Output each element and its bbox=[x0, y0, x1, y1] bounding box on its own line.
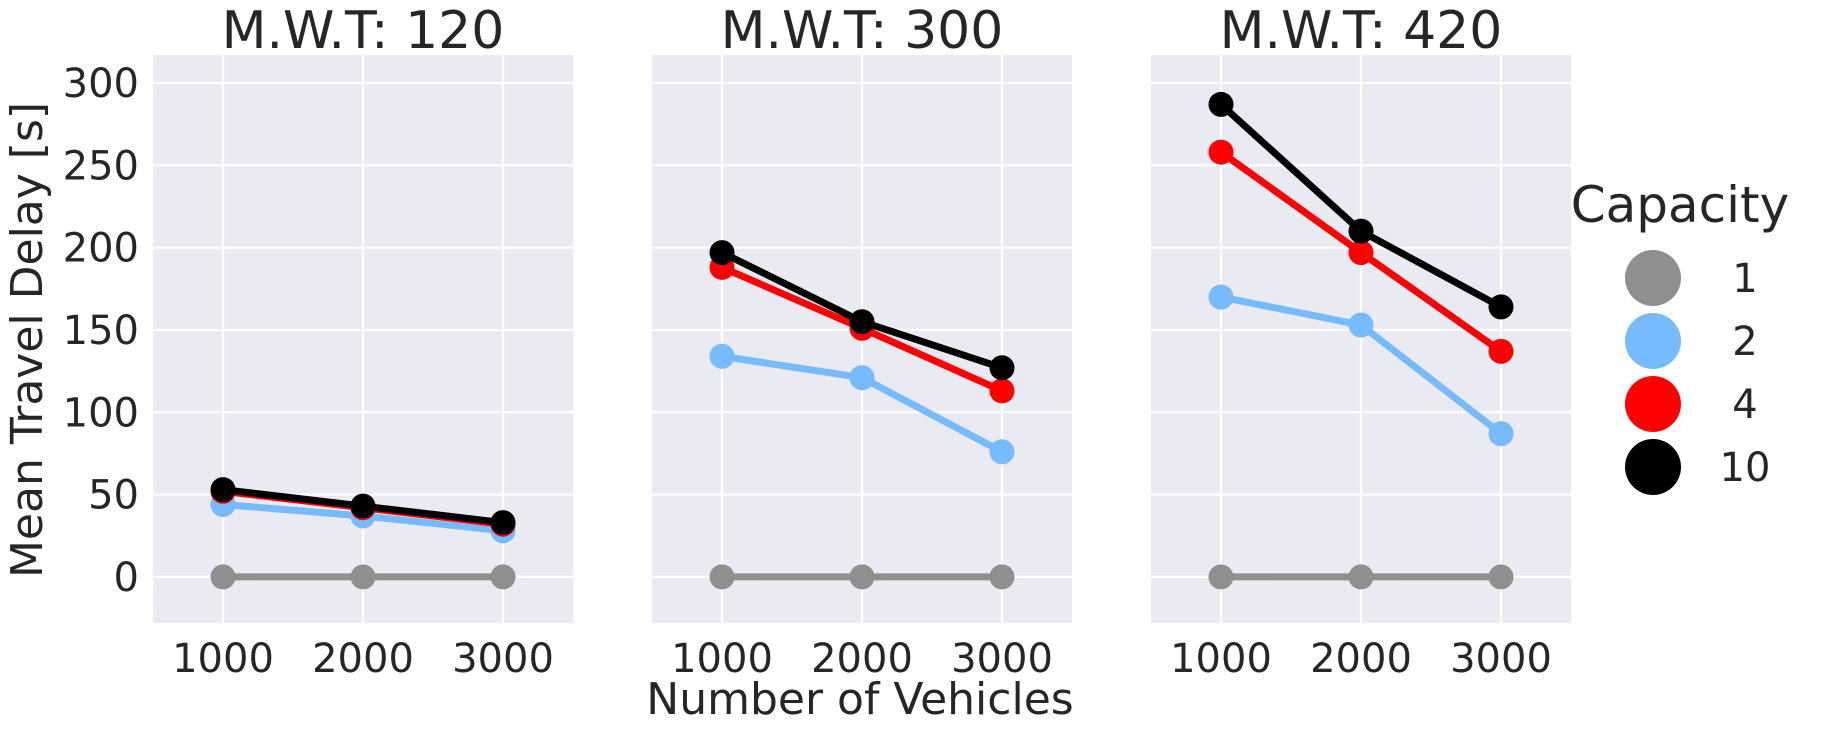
y-axis-label: Mean Travel Delay [s] bbox=[2, 102, 53, 578]
panel-title: M.W.T: 120 bbox=[222, 1, 505, 61]
x-tick-label: 1000 bbox=[1170, 636, 1272, 682]
data-point-capacity-2 bbox=[1348, 312, 1374, 338]
data-point-capacity-10 bbox=[350, 493, 376, 519]
x-tick-label: 2000 bbox=[1310, 636, 1412, 682]
legend-marker bbox=[1625, 250, 1681, 306]
data-point-capacity-1 bbox=[350, 564, 376, 590]
data-point-capacity-10 bbox=[210, 477, 236, 503]
panels: M.W.T: 120 1000 2000 3000 0 50 100 150 200 250 300… bbox=[63, 1, 1571, 682]
x-tick-label: 3000 bbox=[1450, 636, 1552, 682]
x-tick-label: 3000 bbox=[452, 636, 554, 682]
x-axis-label: Number of Vehicles bbox=[646, 674, 1073, 725]
data-point-capacity-10 bbox=[709, 240, 735, 266]
data-point-capacity-2 bbox=[989, 439, 1015, 465]
panel-1: M.W.T: 120 1000 2000 3000 0 50 100 150 200 250 300 bbox=[63, 1, 573, 682]
y-tick-label: 300 bbox=[63, 61, 139, 107]
y-tick-label: 200 bbox=[63, 226, 139, 272]
legend-title: Capacity bbox=[1571, 176, 1790, 234]
panel-title: M.W.T: 300 bbox=[721, 1, 1004, 61]
data-point-capacity-10 bbox=[490, 510, 516, 536]
y-tick-label: 0 bbox=[114, 555, 139, 601]
data-point-capacity-4 bbox=[989, 378, 1015, 404]
panel-title: M.W.T: 420 bbox=[1220, 1, 1503, 61]
data-point-capacity-1 bbox=[1348, 564, 1374, 590]
panel-3: M.W.T: 420 1000 2000 3000 bbox=[1151, 1, 1571, 682]
legend: Capacity 1 2 4 10 bbox=[1571, 176, 1790, 495]
data-point-capacity-10 bbox=[989, 355, 1015, 381]
data-point-capacity-1 bbox=[1208, 564, 1234, 590]
data-point-capacity-10 bbox=[1488, 294, 1514, 320]
data-point-capacity-2 bbox=[1488, 421, 1514, 447]
data-point-capacity-1 bbox=[1488, 564, 1514, 590]
data-point-capacity-1 bbox=[989, 564, 1015, 590]
data-point-capacity-1 bbox=[709, 564, 735, 590]
y-tick-label: 250 bbox=[63, 143, 139, 189]
data-point-capacity-1 bbox=[490, 564, 516, 590]
y-tick-label: 50 bbox=[88, 473, 139, 519]
x-tick-label: 1000 bbox=[671, 636, 773, 682]
x-tick-label: 1000 bbox=[172, 636, 274, 682]
data-point-capacity-1 bbox=[849, 564, 875, 590]
data-point-capacity-4 bbox=[1348, 240, 1374, 266]
y-tick-label: 100 bbox=[63, 390, 139, 436]
legend-label: 10 bbox=[1720, 445, 1771, 491]
x-tick-label: 2000 bbox=[312, 636, 414, 682]
data-point-capacity-2 bbox=[709, 343, 735, 369]
data-point-capacity-1 bbox=[210, 564, 236, 590]
data-point-capacity-2 bbox=[849, 365, 875, 391]
data-point-capacity-4 bbox=[1208, 139, 1234, 165]
legend-label: 2 bbox=[1732, 319, 1757, 365]
legend-label: 1 bbox=[1732, 256, 1757, 302]
x-tick-label: 3000 bbox=[951, 636, 1053, 682]
legend-marker bbox=[1625, 376, 1681, 432]
data-point-capacity-2 bbox=[1208, 284, 1234, 310]
data-point-capacity-10 bbox=[1348, 218, 1374, 244]
data-point-capacity-10 bbox=[849, 309, 875, 335]
x-tick-label: 2000 bbox=[811, 636, 913, 682]
legend-marker bbox=[1625, 439, 1681, 495]
data-point-capacity-10 bbox=[1208, 91, 1234, 117]
data-point-capacity-4 bbox=[1488, 338, 1514, 364]
legend-label: 4 bbox=[1732, 382, 1757, 428]
y-tick-label: 150 bbox=[63, 308, 139, 354]
panel-2: M.W.T: 300 1000 2000 3000 bbox=[652, 1, 1072, 682]
legend-marker bbox=[1625, 313, 1681, 369]
